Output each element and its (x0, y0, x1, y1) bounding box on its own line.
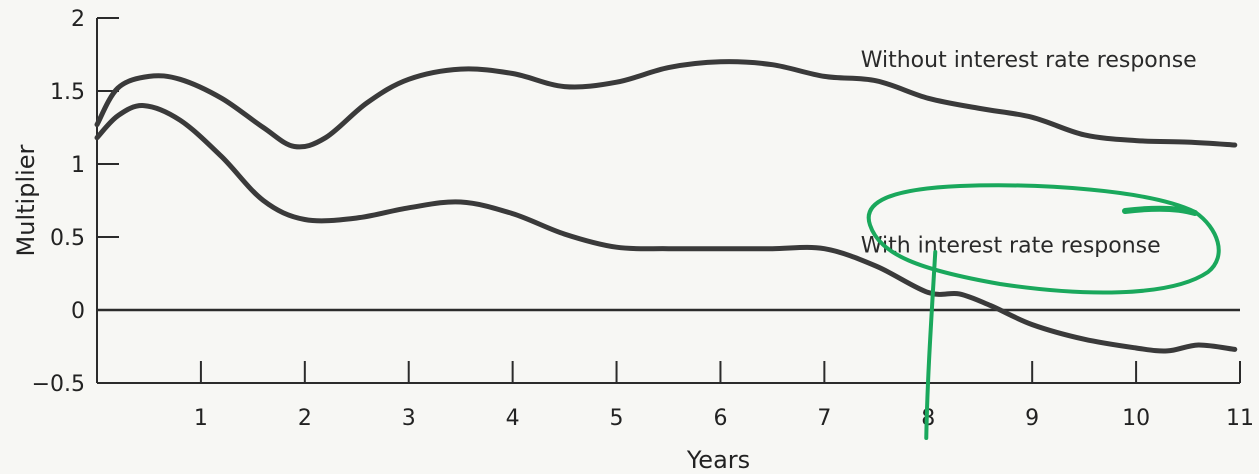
x-tick-label: 3 (402, 406, 416, 431)
series-layer (94, 59, 1238, 354)
x-tick-label: 5 (610, 406, 624, 431)
y-tick-label: −0.5 (32, 372, 85, 397)
series-labels: Without interest rate response With inter… (861, 48, 1197, 258)
annotation-layer (866, 183, 1221, 440)
x-tick-label: 4 (506, 406, 520, 431)
y-tick-label: 0 (71, 299, 85, 324)
x-tick-label: 7 (817, 406, 831, 431)
y-tick-label: 1 (71, 153, 85, 178)
y-tick-label: 2 (71, 7, 85, 32)
x-tick-label: 6 (713, 406, 727, 431)
x-tick-label: 9 (1025, 406, 1039, 431)
x-tick-label: 1 (194, 406, 208, 431)
series-label-1: With interest rate response (861, 233, 1161, 258)
x-tick-label: 10 (1122, 406, 1150, 431)
x-tick-label: 2 (298, 406, 312, 431)
annotation-ellipse-stroke (1122, 205, 1198, 216)
y-axis-title: Multiplier (12, 144, 40, 256)
series-line-with-interest-rate-response (94, 103, 1238, 354)
x-axis-title: Years (686, 446, 750, 474)
x-tick-label: 11 (1226, 406, 1254, 431)
series-label-0: Without interest rate response (861, 48, 1197, 73)
y-tick-label: 1.5 (50, 80, 85, 105)
series-line-without-interest-rate-response (94, 59, 1238, 150)
axes: 21.510.50−0.51 2 3 4 5 6 7 8 9 10 11 (32, 7, 1254, 431)
annotation-ellipse (866, 183, 1221, 295)
y-tick-label: 0.5 (50, 226, 85, 251)
annotation-vertical-mark (924, 250, 938, 440)
